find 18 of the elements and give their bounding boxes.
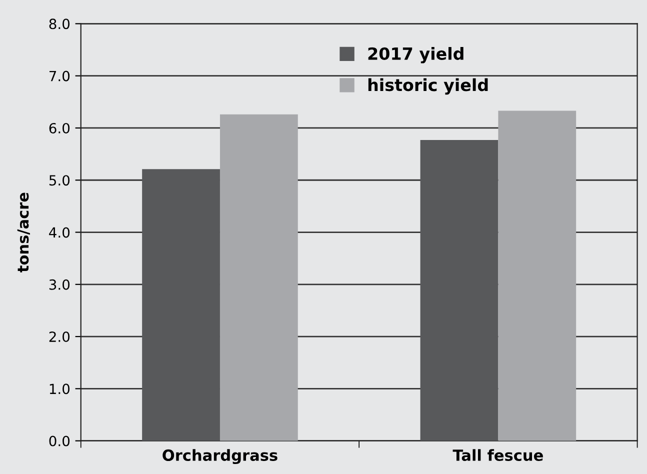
- y-tick-label: 4.0: [49, 227, 70, 238]
- y-tick-label: 5.0: [49, 175, 70, 186]
- y-tick-label: 8.0: [49, 18, 70, 30]
- y-tick-label: 6.0: [49, 122, 70, 134]
- x-tick-label: Tall fescue: [452, 449, 543, 461]
- bar: [142, 169, 220, 441]
- x-tick-label: Orchardgrass: [162, 449, 278, 464]
- y-axis-title: tons/acre: [17, 192, 30, 272]
- y-tick-label: 1.0: [50, 384, 70, 394]
- y-tick-label: 0.0: [49, 436, 70, 446]
- legend-label: 2017 yield: [368, 47, 464, 64]
- bar: [498, 110, 576, 441]
- bar: [420, 140, 498, 441]
- y-tick-label: 3.0: [49, 279, 70, 290]
- y-tick-label: 2.0: [49, 332, 70, 342]
- bar: [220, 114, 298, 441]
- legend-label: historic yield: [368, 78, 488, 95]
- y-tick-label: 7.0: [50, 70, 70, 82]
